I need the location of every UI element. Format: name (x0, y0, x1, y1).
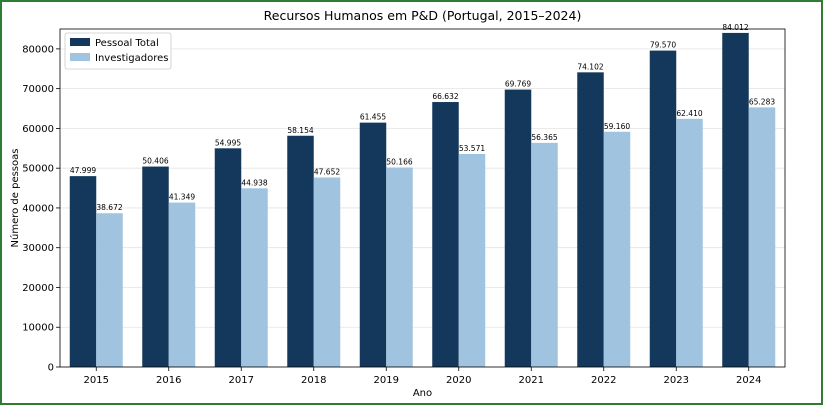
bar-investigadores-2018 (313, 177, 341, 367)
data-label-investigadores-2024: 65.283 (749, 97, 775, 106)
y-tick-label: 80000 (22, 44, 54, 55)
bar-pessoal-total-2019 (359, 122, 387, 367)
data-label-investigadores-2020: 53.571 (459, 144, 485, 153)
x-tick-label-2015: 2015 (84, 375, 109, 386)
data-labels: 47.999 38.672 50.406 41.349 54.995 44.938 58.1… (70, 23, 775, 212)
data-label-investigadores-2015: 38.672 (96, 203, 122, 212)
data-label-pessoal-total-2016: 50.406 (142, 157, 168, 166)
bar-pessoal-total-2021 (504, 89, 532, 368)
y-tick-label: 70000 (22, 84, 54, 95)
y-tick-label: 30000 (22, 243, 54, 254)
bar-investigadores-2016 (168, 202, 196, 367)
bar-pessoal-total-2020 (432, 102, 459, 368)
data-label-pessoal-total-2015: 47.999 (70, 166, 96, 175)
data-label-pessoal-total-2024: 84.012 (722, 23, 748, 32)
data-label-pessoal-total-2022: 74.102 (577, 62, 603, 71)
bar-investigadores-2024 (748, 107, 776, 368)
x-tick-label-2020: 2020 (446, 375, 471, 386)
bar-pessoal-total-2024 (722, 32, 749, 368)
bar-pessoal-total-2017 (214, 148, 242, 367)
data-label-pessoal-total-2023: 79.570 (650, 41, 676, 50)
data-label-investigadores-2018: 47.652 (314, 168, 340, 177)
x-tick-label-2019: 2019 (374, 375, 399, 386)
x-axis-ticks: 2015 2016 2017 2018 2019 2020 2021 2022 2023 2024 (84, 367, 761, 386)
legend-swatch-investigadores (70, 53, 90, 61)
bar-pessoal-total-2022 (577, 72, 604, 368)
x-tick-label-2022: 2022 (591, 375, 616, 386)
bar-pessoal-total-2018 (287, 135, 314, 367)
x-tick-label-2018: 2018 (301, 375, 326, 386)
chart-title: Recursos Humanos em P&D (Portugal, 2015–… (264, 8, 582, 23)
plot-area-border (59, 28, 786, 368)
y-tick-label: 10000 (22, 323, 54, 334)
data-label-investigadores-2017: 44.938 (241, 178, 267, 187)
bar-investigadores-2023 (676, 118, 703, 368)
legend-swatch-pessoal-total (70, 38, 90, 46)
x-tick-label-2016: 2016 (156, 375, 181, 386)
legend-box (64, 32, 172, 70)
x-tick-label-2017: 2017 (229, 375, 254, 386)
data-label-investigadores-2016: 41.349 (169, 193, 195, 202)
y-tick-label: 0 (48, 363, 54, 374)
data-label-pessoal-total-2021: 69.769 (505, 80, 531, 89)
data-label-pessoal-total-2018: 58.154 (287, 126, 313, 135)
data-label-pessoal-total-2019: 61.455 (360, 113, 386, 122)
bar-investigadores-2019 (386, 167, 413, 367)
data-label-investigadores-2022: 59.160 (604, 122, 630, 131)
bar-pessoal-total-2016 (142, 166, 169, 367)
legend-label-investigadores: Investigadores (95, 53, 168, 64)
x-axis-label: Ano (413, 388, 432, 399)
bar-pessoal-total-2015 (69, 176, 97, 367)
y-axis-ticks: 0 10000 20000 30000 40000 50000 60000 70000 8000… (22, 44, 60, 374)
y-tick-label: 60000 (22, 124, 54, 135)
bar-pessoal-total-2023 (649, 50, 677, 368)
bar-investigadores-2015 (96, 213, 123, 367)
bar-investigadores-2020 (458, 153, 486, 367)
y-axis-label: Número de pessoas (9, 149, 21, 248)
x-tick-label-2021: 2021 (519, 375, 544, 386)
data-label-pessoal-total-2020: 66.632 (432, 92, 458, 101)
y-tick-label: 50000 (22, 164, 54, 175)
bar-investigadores-2022 (603, 131, 631, 367)
legend-label-pessoal-total: Pessoal Total (95, 38, 159, 49)
x-tick-label-2023: 2023 (664, 375, 689, 386)
data-label-investigadores-2021: 56.365 (531, 133, 557, 142)
y-tick-label: 40000 (22, 203, 54, 214)
x-tick-label-2024: 2024 (736, 375, 761, 386)
y-tick-label: 20000 (22, 283, 54, 294)
data-label-investigadores-2019: 50.166 (386, 158, 412, 167)
bars (69, 32, 776, 368)
bar-investigadores-2021 (531, 142, 558, 367)
bar-investigadores-2017 (241, 188, 268, 367)
data-label-pessoal-total-2017: 54.995 (215, 138, 241, 147)
data-label-investigadores-2023: 62.410 (676, 109, 702, 118)
legend: Pessoal Total Investigadores (64, 32, 172, 70)
